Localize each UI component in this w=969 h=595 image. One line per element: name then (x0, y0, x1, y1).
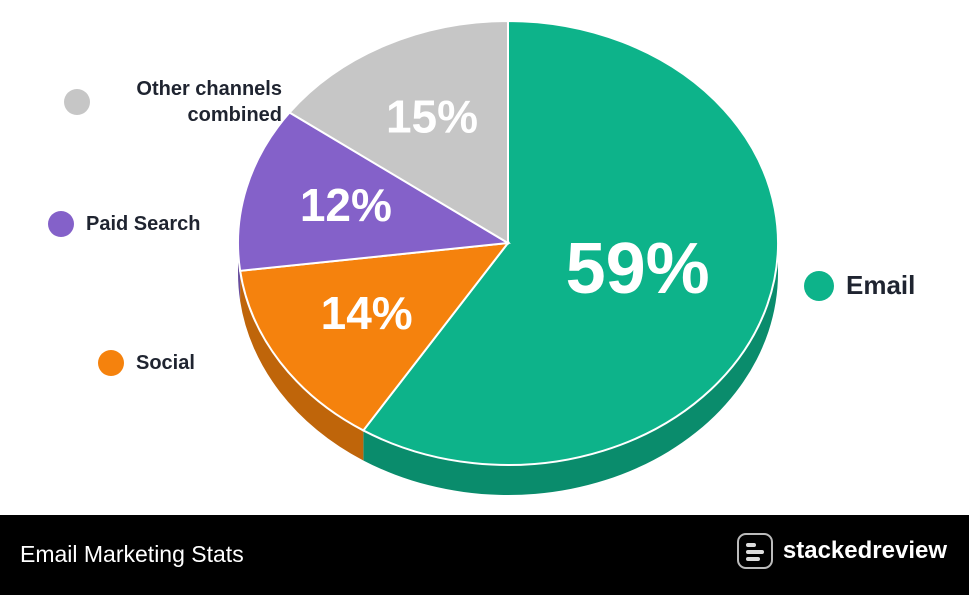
value-label: 14% (321, 287, 413, 339)
legend-swatch (48, 211, 74, 237)
legend-label: Other channels combined (136, 78, 282, 126)
legend-item: Social (98, 350, 195, 376)
slice-side (363, 243, 779, 496)
brand-name: stackedreview (782, 537, 947, 564)
slice (237, 111, 512, 272)
slice-side (240, 270, 364, 461)
legend-label: Paid Search (86, 212, 201, 235)
footer: Email Marketing Stats stackedreview (0, 515, 969, 595)
value-label: 12% (300, 179, 392, 231)
slice (361, 19, 779, 466)
chart: 59% 14% 12% 15% (237, 19, 779, 496)
footer-title: Email Marketing Stats (20, 541, 244, 567)
legend-item: Paid Search (48, 211, 201, 237)
legend-swatch (98, 350, 124, 376)
slice (238, 241, 511, 432)
legend-label: Social (136, 351, 195, 374)
value-label: 59% (566, 229, 710, 309)
value-label: 15% (386, 91, 478, 143)
legend-label: Email (846, 270, 916, 300)
legend-item: Email (804, 270, 915, 301)
legend-item: Other channels combined (64, 76, 282, 128)
slice (288, 19, 509, 245)
legend-swatch (64, 89, 90, 115)
brand-icon (736, 533, 773, 569)
brand: stackedreview (736, 533, 947, 569)
legend-swatch (804, 270, 834, 301)
